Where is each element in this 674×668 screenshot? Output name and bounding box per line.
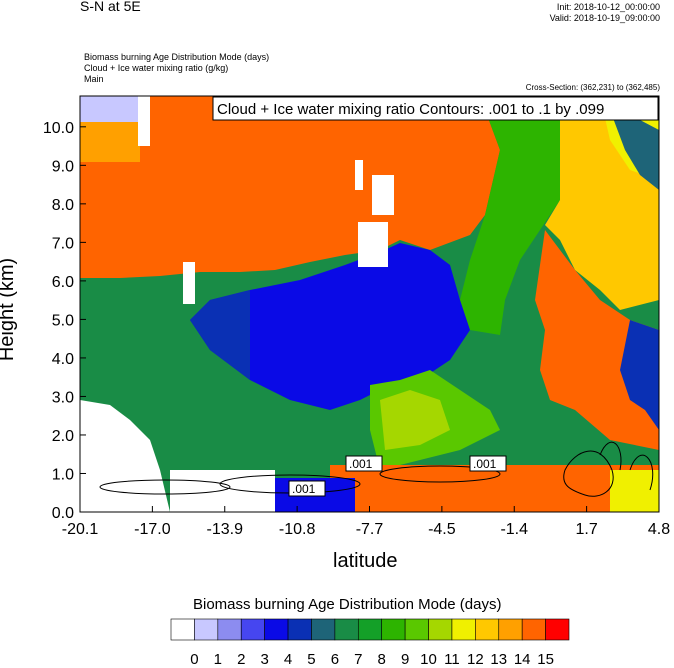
colorbar-label: 12 [467, 651, 484, 668]
y-tick-label: 9.0 [52, 158, 74, 175]
colorbar-swatch [428, 618, 453, 641]
field-upper-red [80, 96, 500, 278]
colorbar-swatch [287, 618, 312, 641]
white-spike-2 [355, 160, 363, 190]
colorbar-label: 5 [307, 651, 315, 668]
init-time: Init: 2018-10-12_00:00:00 [556, 2, 660, 12]
field-top-left-lavender [80, 96, 140, 122]
y-tick-label: 8.0 [52, 197, 74, 214]
x-tick-label: -10.8 [279, 521, 316, 538]
colorbar-label: 15 [537, 651, 554, 668]
colorbar-label: 1 [214, 651, 222, 668]
x-tick-label: -17.0 [134, 521, 171, 538]
colorbar-swatch [381, 618, 406, 641]
valid-time: Valid: 2018-10-19_09:00:00 [549, 13, 660, 23]
contour-labels: .001 .001 .001 [288, 455, 507, 497]
white-spike-3 [372, 175, 394, 215]
field-lower-lime [380, 390, 450, 450]
cloud-contours [99, 441, 654, 497]
colorbar-label: 7 [354, 651, 362, 668]
colorbar-label: 4 [284, 651, 292, 668]
colorbar-label: 2 [237, 651, 245, 668]
chart-title: S-N at 5E [80, 0, 141, 14]
colorbar-swatch [170, 618, 195, 641]
field-right-green [460, 96, 560, 335]
colorbar-label: 10 [420, 651, 437, 668]
field-central-darkblue [190, 290, 250, 380]
x-tick-label: 4.8 [648, 521, 670, 538]
cross-section-label: Cross-Section: (362,231) to (362,485) [525, 83, 660, 92]
y-tick-label: 0.0 [52, 505, 74, 522]
colorbar-swatch [498, 618, 523, 641]
x-axis-label: latitude [333, 550, 398, 572]
y-tick-label: 1.0 [52, 466, 74, 483]
field-top-left-orange [80, 122, 140, 162]
y-axis-label: Height (km) [0, 257, 19, 362]
contour-info: Cloud + Ice water mixing ratio Contours:… [217, 101, 604, 118]
colorbar-swatch [475, 618, 500, 641]
colorbar-swatch [240, 618, 265, 641]
field-right-blue [620, 320, 659, 430]
colorbar-label: 0 [190, 651, 198, 668]
white-spike-4 [358, 222, 388, 267]
colorbar-label: 9 [401, 651, 409, 668]
colorbar: 0 1 2 3 4 5 6 7 8 9 10 11 12 13 14 15 [170, 618, 570, 668]
x-tick-label: -7.7 [356, 521, 384, 538]
colorbar-swatch [311, 618, 336, 641]
y-tick-label: 7.0 [52, 235, 74, 252]
contour-info-box [212, 96, 659, 121]
y-tick-label: 2.0 [52, 428, 74, 445]
field-right-teal [610, 110, 659, 190]
x-axis-ticks: -20.1 -17.0 -13.9 -10.8 -7.7 -4.5 -1.4 1.7 4.8 [62, 506, 670, 538]
contour-label-1: .001 [349, 457, 373, 471]
colorbar-swatch [521, 618, 546, 641]
colorbar-label: 6 [331, 651, 339, 668]
colorbar-swatch [404, 618, 429, 641]
colorbar-swatch [264, 618, 289, 641]
field-central-blue [190, 243, 470, 410]
x-tick-label: -20.1 [62, 521, 99, 538]
colorbar-swatch [334, 618, 359, 641]
colorbar-swatch [451, 618, 476, 641]
y-tick-label: 4.0 [52, 351, 74, 368]
y-tick-label: 6.0 [52, 274, 74, 291]
colorbar-label: 13 [490, 651, 507, 668]
subtitle-line-1: Biomass burning Age Distribution Mode (d… [84, 52, 270, 62]
x-tick-label: 1.7 [576, 521, 598, 538]
x-tick-label: -4.5 [428, 521, 456, 538]
colorbar-label: 11 [444, 651, 460, 668]
contour-label-2: .001 [473, 457, 497, 471]
colorbar-label: 14 [514, 651, 531, 668]
field-bottom-white [170, 470, 275, 512]
field-lower-left-white [80, 400, 170, 512]
colorbar-swatch [545, 618, 570, 641]
contour-label-3: .001 [292, 482, 316, 496]
heatmap-fields [80, 96, 659, 512]
x-tick-label: -13.9 [207, 521, 244, 538]
field-bottom-yellow [610, 470, 659, 512]
colorbar-label: 3 [260, 651, 268, 668]
white-spike-1 [138, 96, 150, 146]
field-bottom-red [330, 465, 659, 512]
y-axis-ticks: 0.0 1.0 2.0 3.0 4.0 5.0 6.0 7.0 8.0 9.0 10.0 [43, 120, 86, 522]
y-tick-label: 10.0 [43, 120, 74, 137]
y-tick-label: 3.0 [52, 389, 74, 406]
subtitle-line-2: Cloud + Ice water mixing ratio (g/kg) [84, 63, 229, 73]
y-tick-label: 5.0 [52, 312, 74, 329]
white-spike-5 [183, 262, 195, 304]
colorbar-title: Biomass burning Age Distribution Mode (d… [193, 596, 502, 613]
field-right-red [535, 230, 659, 450]
colorbar-swatch [194, 618, 219, 641]
x-tick-label: -1.4 [500, 521, 528, 538]
colorbar-swatch [217, 618, 242, 641]
subtitle-line-3: Main [84, 74, 104, 84]
colorbar-swatch [357, 618, 383, 641]
colorbar-label: 8 [378, 651, 386, 668]
